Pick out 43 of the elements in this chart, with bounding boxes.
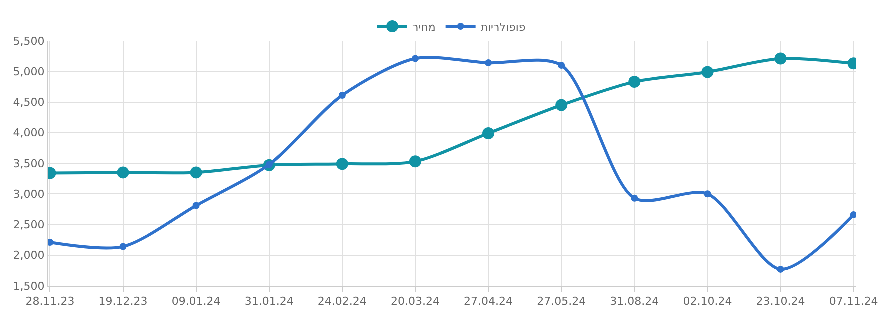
point (556, 99, 568, 112)
legend-label: פופולריות (480, 20, 526, 34)
point (482, 127, 495, 140)
x-tick-label: 31.08.24 (610, 295, 660, 308)
x-tick-label: 19.12.23 (98, 295, 148, 308)
y-tick-label: 3,000 (13, 188, 45, 201)
point (409, 156, 422, 168)
x-tick-label: 28.11.23 (26, 295, 75, 308)
point (120, 243, 127, 250)
y-tick-label: 2,500 (13, 218, 45, 232)
x-tick-label: 24.02.24 (318, 295, 367, 308)
point (702, 66, 714, 78)
y-tick-label: 3,500 (13, 157, 45, 170)
point (336, 158, 348, 170)
x-tick-label: 31.01.24 (244, 295, 294, 308)
point (412, 55, 419, 62)
x-tick-label: 07.11.24 (829, 295, 878, 308)
y-tick-label: 2,000 (13, 249, 45, 262)
y-tick-label: 4,000 (13, 126, 45, 140)
x-tick-label: 20.03.24 (390, 295, 440, 308)
point (192, 202, 200, 210)
point (338, 92, 346, 100)
point (704, 190, 712, 198)
y-tick-label: 1,500 (13, 280, 45, 293)
y-tick-label: 4,500 (13, 96, 45, 110)
x-tick-label: 27.04.24 (464, 295, 514, 308)
point (190, 166, 202, 179)
x-tick-label: 09.01.24 (172, 295, 221, 308)
point (558, 62, 566, 69)
point (850, 211, 856, 218)
point (117, 166, 130, 179)
legend-label: מחיר (412, 20, 436, 34)
point (485, 60, 492, 67)
y-tick-label: 5,500 (13, 34, 45, 48)
x-tick-label: 27.05.24 (537, 295, 586, 308)
point (48, 239, 54, 246)
point (631, 194, 638, 202)
y-tick-label: 5,000 (13, 65, 45, 78)
x-tick-label: 23.10.24 (756, 295, 806, 308)
point (774, 52, 787, 65)
point (777, 266, 784, 273)
point (628, 76, 641, 88)
x-tick-label: 02.10.24 (683, 295, 732, 308)
